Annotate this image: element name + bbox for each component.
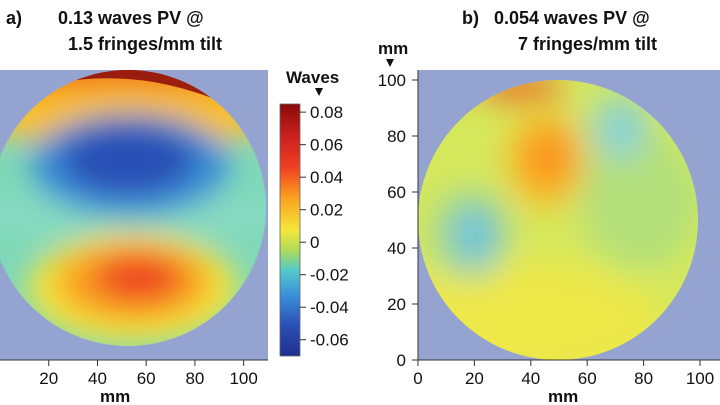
panel-a-x-tick-label: 40 [88, 369, 107, 388]
panel-b-x-ticks: 0 20 40 60 80 100 [413, 360, 714, 388]
colorbar-tick-label: -0.02 [310, 266, 349, 285]
panel-b-x-tick-label: 80 [634, 369, 653, 388]
colorbar-tick-label: -0.04 [310, 298, 349, 317]
panel-a-label: a) [6, 8, 22, 28]
panel-a-xlabel: mm [100, 387, 130, 405]
panel-b-x-tick-label: 100 [686, 369, 714, 388]
panel-b-x-tick-label: 20 [465, 369, 484, 388]
panel-a-x-tick-label: 60 [137, 369, 156, 388]
colorbar-arrow-icon [315, 88, 323, 96]
panel-b-xlabel: mm [548, 387, 578, 405]
panel-a-x-tick-label: 20 [39, 369, 58, 388]
colorbar-tick-label: 0 [310, 233, 319, 252]
colorbar-label: Waves [286, 68, 339, 87]
panel-a-disk [0, 70, 266, 346]
panel-a-x-tick-label: 100 [229, 369, 257, 388]
colorbar [279, 103, 301, 357]
panel-b-y-tick-label: 100 [378, 71, 406, 90]
panel-b-y-tick-label: 80 [387, 127, 406, 146]
panel-b-x-tick-label: 60 [578, 369, 597, 388]
panel-a-x-tick-label: 80 [185, 369, 204, 388]
panel-a-ticks: 20 40 60 80 100 [39, 360, 258, 388]
colorbar-tick-label: 0.02 [310, 201, 343, 220]
panel-a-title-line1: 0.13 waves PV @ [58, 8, 204, 28]
panel-b-y-ticks: 0 20 40 60 80 100 [378, 71, 418, 370]
panel-b-x-tick-label: 40 [521, 369, 540, 388]
colorbar-tick-label: 0.06 [310, 136, 343, 155]
panel-b-x-tick-label: 0 [413, 369, 422, 388]
panel-b-title-line1: 0.054 waves PV @ [494, 8, 650, 28]
panel-b-y-tick-label: 60 [387, 183, 406, 202]
panel-b-y-tick-label: 40 [387, 239, 406, 258]
panel-a [0, 70, 268, 360]
panel-b-ylabel: mm [378, 39, 408, 58]
panel-b-label: b) [462, 8, 479, 28]
panel-b [418, 70, 720, 360]
panel-a-title-line2: 1.5 fringes/mm tilt [68, 34, 222, 54]
panel-b-title-line2: 7 fringes/mm tilt [518, 34, 657, 54]
panel-b-ylabel-arrow-icon [386, 59, 394, 67]
colorbar-tick-label: 0.08 [310, 103, 343, 122]
colorbar-ticks: 0.08 0.06 0.04 0.02 0 -0.02 -0.04 -0.06 [300, 103, 349, 350]
colorbar-tick-label: 0.04 [310, 168, 343, 187]
panel-b-y-tick-label: 0 [397, 351, 406, 370]
colorbar-tick-label: -0.06 [310, 331, 349, 350]
panel-b-y-tick-label: 20 [387, 295, 406, 314]
